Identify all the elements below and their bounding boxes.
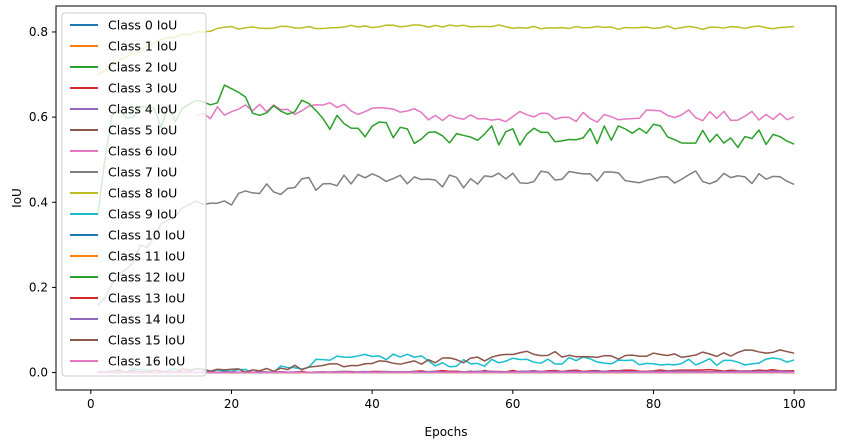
series-line-class-15 <box>97 349 795 374</box>
series-layer <box>97 24 795 374</box>
x-tick-label: 100 <box>783 397 806 411</box>
legend-label: Class 4 IoU <box>108 102 177 117</box>
legend-label: Class 11 IoU <box>108 249 185 264</box>
series-line-extra-2 <box>97 170 795 306</box>
x-tick-label: 20 <box>224 397 239 411</box>
legend-label: Class 1 IoU <box>108 39 177 54</box>
series-line-class-12 <box>97 84 795 216</box>
series-line-extra-1 <box>196 101 795 123</box>
plot-area-frame <box>55 5 837 391</box>
legend-label: Class 9 IoU <box>108 207 177 222</box>
y-tick-label: 0.6 <box>29 110 48 124</box>
legend-label: Class 3 IoU <box>108 81 177 96</box>
y-tick-label: 0.0 <box>29 366 48 380</box>
x-tick-label: 40 <box>365 397 380 411</box>
y-axis: 0.0 0.2 0.4 0.6 0.8 <box>29 25 56 380</box>
legend-label: Class 7 IoU <box>108 165 177 180</box>
y-tick-label: 0.4 <box>29 195 48 209</box>
x-tick-label: 80 <box>646 397 661 411</box>
legend-label: Class 6 IoU <box>108 144 177 159</box>
legend-label: Class 14 IoU <box>108 312 185 327</box>
series-line-extra-0 <box>97 24 795 75</box>
legend-box <box>61 12 207 377</box>
x-axis: 0 20 40 60 80 100 <box>87 390 806 411</box>
legend-label: Class 8 IoU <box>108 186 177 201</box>
x-axis-label: Epochs <box>425 425 468 439</box>
y-tick-label: 0.2 <box>29 280 48 294</box>
y-axis-label: IoU <box>10 188 24 208</box>
legend-label: Class 0 IoU <box>108 18 177 33</box>
x-tick-label: 0 <box>87 397 95 411</box>
legend-label: Class 15 IoU <box>108 333 185 348</box>
legend-label: Class 12 IoU <box>108 270 185 285</box>
legend-label: Class 16 IoU <box>108 354 185 369</box>
legend: Class 0 IoU Class 1 IoU Class 2 IoU Class 3… <box>61 12 207 377</box>
legend-label: Class 2 IoU <box>108 60 177 75</box>
x-tick-label: 60 <box>505 397 520 411</box>
legend-label: Class 10 IoU <box>108 228 185 243</box>
y-tick-label: 0.8 <box>29 25 48 39</box>
legend-label: Class 13 IoU <box>108 291 185 306</box>
legend-label: Class 5 IoU <box>108 123 177 138</box>
